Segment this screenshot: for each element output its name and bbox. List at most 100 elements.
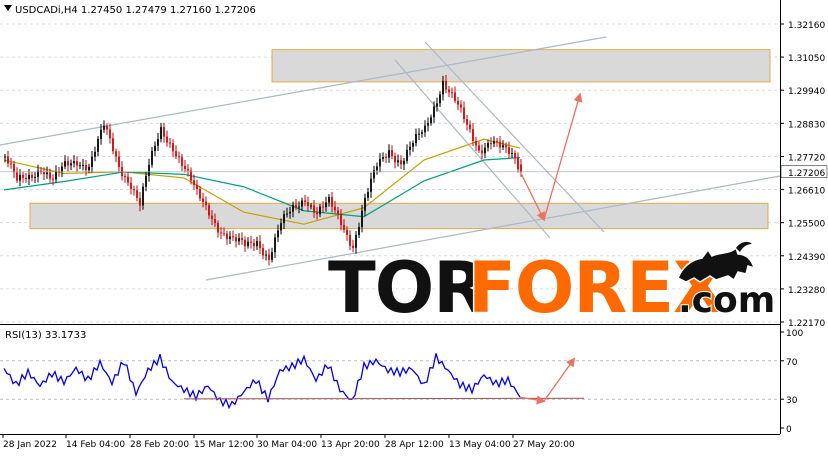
price-tick-label: 1.22170 [788,319,825,329]
candle-body [319,206,321,215]
candle-body [388,150,390,158]
time-tick-label: 30 Mar 04:00 [257,440,317,450]
candle-body [103,125,105,130]
rsi-tick-label: 0 [786,425,792,435]
price-tick-label: 1.29940 [788,87,825,97]
candle-body [208,205,210,216]
bull-icon [677,241,756,283]
rsi-axis[interactable]: 100 70 30 0 [780,329,803,435]
ma-fast-line [3,138,521,225]
price-tick-label: 1.28830 [788,120,825,130]
forecast-arrows [519,92,583,222]
candle-body [226,233,228,240]
candle-body [256,241,258,247]
candle-body [88,166,90,171]
lower-channel-line[interactable] [205,175,781,281]
rsi-forecast-up-arrow[interactable] [543,357,576,402]
time-axis[interactable]: 28 Jan 2022 14 Feb 04:00 28 Feb 20:00 15 Ma… [2,434,575,450]
candle-body [109,129,111,139]
candle-body [406,149,408,161]
candle-body [490,143,492,145]
price-tick-label: 1.23280 [788,286,825,296]
candle-body [364,197,366,211]
candle-body [169,142,171,144]
candle-body [466,119,468,125]
candle-body [76,161,78,166]
candle-body [502,145,504,148]
watermark-tor: TOR [328,247,486,329]
price-axis[interactable]: 1.32160 1.31050 1.29940 1.28830 1.27720 1.266… [0,21,828,329]
candle-body [37,170,39,177]
candle-body [385,156,387,158]
candle-body [16,172,18,181]
candles [4,75,522,266]
candle-body [241,238,243,240]
candle-body [46,172,48,175]
price-tick-label: 1.32160 [788,21,825,31]
candle-body [349,234,351,246]
candle-body [94,151,96,157]
candle-body [124,176,126,178]
candle-body [52,178,54,180]
candle-body [205,201,207,206]
rsi-pane: RSI(13) 33.1733 [0,330,780,410]
candle-body [370,178,372,192]
candle-body [511,153,513,155]
candle-body [199,188,201,199]
rsi-forecast-down-arrow[interactable] [519,395,546,405]
candle-body [154,145,156,151]
candle-body [331,197,333,207]
candle-body [298,206,300,208]
candle-body [247,241,249,247]
down-triangle-icon [4,5,12,11]
candle-body [430,117,432,124]
candle-body [496,141,498,143]
current-price-box [780,165,828,179]
time-tick-label: 13 May 04:00 [449,440,511,450]
candle-body [196,184,198,189]
candle-body [448,89,450,93]
candle-body [34,176,36,178]
candle-body [19,174,21,181]
candle-body [166,136,168,143]
ma-slow-line [3,157,521,218]
candle-body [229,236,231,240]
price-tick-label: 1.27720 [788,153,825,163]
candle-body [283,214,285,224]
candle-body [508,147,510,154]
candle-body [190,170,192,181]
candle-body [481,150,483,154]
candle-body [310,205,312,207]
candle-body [274,237,276,253]
candle-body [214,219,216,224]
forecast-down-arrow[interactable] [519,171,545,222]
price-tick-label: 1.26610 [788,187,825,197]
candle-body [145,175,147,187]
candle-body [289,211,291,214]
candle-body [454,92,456,101]
forecast-up-arrow[interactable] [543,92,583,220]
candle-body [379,158,381,167]
candle-body [82,164,84,166]
candle-body [322,206,324,208]
candle-body [100,129,102,139]
resistance-zone[interactable] [271,49,771,83]
candle-body [439,94,441,104]
candle-body [391,150,393,156]
candle-body [268,254,270,260]
candle-body [271,252,273,260]
candle-body [181,157,183,166]
candle-body [25,177,27,180]
candle-body [187,169,189,171]
candle-body [193,180,195,185]
rsi-grid [0,360,780,400]
rsi-trendline[interactable] [183,397,585,400]
falling-channel-lower[interactable] [394,59,551,239]
time-tick-label: 28 Jan 2022 [3,440,57,450]
candle-body [361,210,363,228]
support-zone[interactable] [29,202,769,230]
candle-body [394,155,396,163]
candle-body [160,127,162,140]
falling-channel-upper[interactable] [424,41,605,233]
price-tick-label: 1.31050 [788,54,825,64]
